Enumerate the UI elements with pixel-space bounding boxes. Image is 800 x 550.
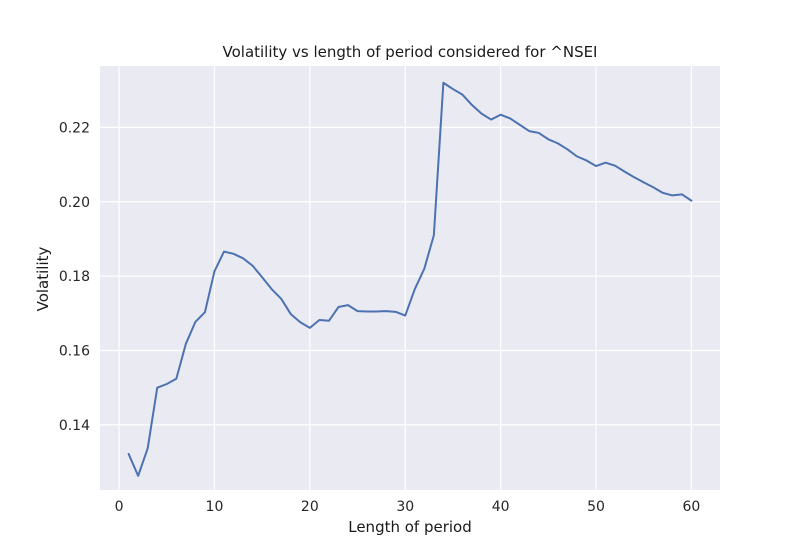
series-group [127, 81, 693, 477]
plot-area [100, 66, 720, 490]
x-tick-label: 50 [587, 499, 605, 515]
x-tick-label: 0 [115, 499, 124, 515]
x-tick-label: 10 [206, 499, 224, 515]
x-tick-label: 40 [492, 499, 510, 515]
grid-lines [100, 66, 720, 490]
y-tick-label: 0.16 [59, 344, 90, 360]
y-tick-label: 0.14 [59, 418, 90, 434]
x-tick-label: 20 [301, 499, 319, 515]
series-line [127, 81, 693, 477]
x-tick-label: 30 [396, 499, 414, 515]
y-axis-ticks: 0.14 0.16 0.18 0.20 0.22 [59, 120, 90, 434]
x-axis-label: Length of period [348, 518, 472, 536]
y-tick-label: 0.18 [59, 269, 90, 285]
y-tick-label: 0.22 [59, 120, 90, 136]
chart-title: Volatility vs length of period considere… [223, 43, 598, 61]
y-axis-label: Volatility [34, 246, 52, 311]
y-tick-label: 0.20 [59, 195, 90, 211]
x-tick-label: 60 [682, 499, 700, 515]
x-axis-ticks: 0 10 20 30 40 50 60 [115, 499, 701, 515]
